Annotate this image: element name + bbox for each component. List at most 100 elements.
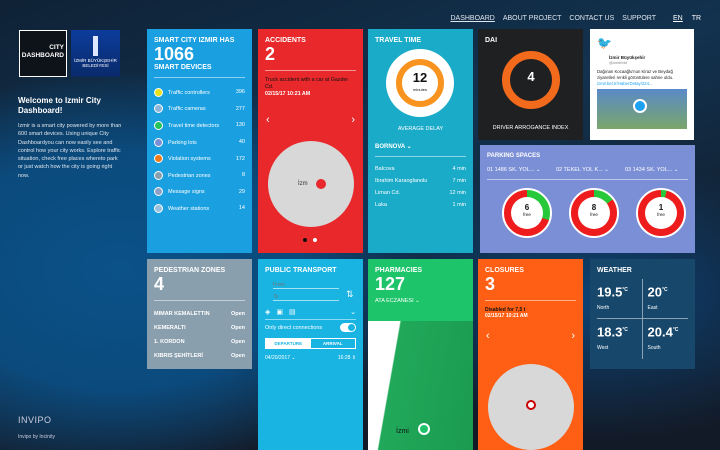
welcome-section: Welcome to Izmir City Dashboard! Izmir i… [18,96,123,180]
from-input[interactable] [273,282,339,289]
device-value: 396 [235,89,245,96]
device-row[interactable]: Violation systems 172 [154,150,245,167]
card-title: CLOSURES [485,267,524,274]
zone-status: Open [230,353,245,359]
card-subtitle: SMART DEVICES [154,64,212,71]
card-title: DAI [485,37,498,44]
swap-icon[interactable]: ⇅ [346,289,354,299]
departure-tab[interactable]: DEPARTURE [266,339,311,348]
tweet-account[interactable]: İzmir Büyükşehir [609,55,646,60]
divider [265,319,356,320]
play-icon[interactable] [633,99,647,113]
device-row[interactable]: Weather stations 14 [154,200,245,217]
device-row[interactable]: Message signs 29 [154,184,245,201]
temperature: 20.4 [647,324,673,340]
prev-arrow-icon[interactable]: ‹ [486,330,490,342]
route-time: 7 min [452,178,466,184]
page-dot[interactable] [313,238,317,242]
date-select[interactable]: 04/20/2017 ⌄ [265,355,296,361]
invipo-credit: Invipo by Incinity [18,434,55,440]
travel-row: Balcova 4 min [375,163,466,175]
tweet-handle[interactable]: @izmirbld [609,60,627,65]
device-row[interactable]: Pedestrian zones 8 [154,167,245,184]
tram-icon[interactable]: ◈ [265,309,271,316]
pharmacy-count: 127 [375,274,406,294]
page-dot-active[interactable] [303,238,307,242]
travel-time-card: TRAVEL TIME 12 minutes AVERAGE DELAY BOR… [368,29,473,253]
nav-dashboard[interactable]: DASHBOARD [450,15,495,22]
tweet-link[interactable]: izmir.bel.tr/HaberDetay/224... [597,81,653,86]
accident-map[interactable]: İzm [268,141,354,227]
pharmacy-marker-icon[interactable] [418,423,430,435]
route-label: Balcova [375,166,395,172]
zone-row[interactable]: KEMERALTI Open [154,321,245,335]
delay-unit: minutes [412,87,427,92]
city-dashboard-logo[interactable]: CITY DASHBOARD [19,30,67,77]
train-icon[interactable]: ▤ [289,309,296,316]
direct-toggle[interactable] [340,323,356,332]
device-row[interactable]: Traffic cameras 277 [154,101,245,118]
temp-unit: °C [661,287,668,293]
zone-row[interactable]: 1. KORDON Open [154,335,245,349]
pharmacies-card: PHARMACIES 127 ATA ECZANESI ⌄ İzmi [368,259,473,450]
lang-en[interactable]: EN [673,15,683,22]
lang-tr[interactable]: TR [691,15,702,22]
nav-contact[interactable]: CONTACT US [569,15,615,22]
device-type-icon [154,87,163,97]
municipality-logo: İZMİR BÜYÜKŞEHİR BELEDİYESİ [71,30,120,77]
nav-support[interactable]: SUPPORT [622,15,656,22]
closure-map[interactable] [488,364,574,450]
next-arrow-icon[interactable]: › [571,330,575,342]
accident-text: Truck accident with a car at Gazder Cd. [265,77,349,90]
free-label: free [657,212,665,217]
zone-row[interactable]: KIBRIS ŞEHİTLERİ Open [154,349,245,363]
tweet-video[interactable] [597,89,687,129]
card-title: ACCIDENTS [265,37,306,44]
pharmacy-select[interactable]: ATA ECZANESI ⌄ [375,298,420,304]
card-title: TRAVEL TIME [375,37,422,44]
closures-card: CLOSURES 3 Disabled for 7,5 t 02/15/17 1… [478,259,583,450]
arrival-tab[interactable]: ARRIVAL [322,341,343,346]
parking-lot-select[interactable]: 02 TEKEL YOL K... ⌄ [556,167,609,173]
delay-caption: AVERAGE DELAY [397,126,444,132]
next-arrow-icon[interactable]: › [351,114,355,126]
bus-icon[interactable]: ▣ [276,309,284,316]
parking-lot-select[interactable]: 01 1486 SK. YOL... ⌄ [487,167,541,173]
time-select[interactable]: 16:28 ⇕ [337,355,356,361]
nav-about[interactable]: ABOUT PROJECT [502,15,562,22]
divider [485,300,576,301]
accident-count: 2 [265,44,276,64]
delay-value: 12 [412,70,428,85]
route-time: 4 min [452,166,466,172]
prev-arrow-icon[interactable]: ‹ [266,114,270,126]
welcome-title: Welcome to Izmir City Dashboard! [18,96,101,115]
device-value: 172 [235,155,245,162]
parking-card: PARKING SPACES 01 1486 SK. YOL... ⌄ 02 TE… [480,145,695,253]
divider [375,156,466,157]
device-row[interactable]: Traffic controllers 396 [154,84,245,101]
invipo-logo: INVIPO [18,415,52,425]
district-select[interactable]: BORNOVA ⌄ [375,144,412,150]
device-value: 29 [238,188,245,195]
weather-cell: 20.4°C South [643,319,689,359]
device-row[interactable]: Parking lots 40 [154,134,245,151]
accident-marker-icon[interactable] [316,179,326,189]
to-input[interactable] [273,294,339,301]
dai-gauge: 4 [502,51,560,109]
device-type-icon [154,104,163,114]
zone-name: KIBRIS ŞEHİTLERİ [154,353,203,359]
municipality-name: İZMİR BÜYÜKŞEHİR BELEDİYESİ [74,58,117,68]
accident-time: 02/15/17 10:21 AM [265,91,311,97]
device-row[interactable]: Travel time detectors 130 [154,117,245,134]
zone-row[interactable]: MIMAR KEMALETTIN Open [154,307,245,321]
weather-cell: 18.3°C West [597,319,643,359]
pharmacy-map[interactable]: İzmi [368,321,473,450]
zone-name: MIMAR KEMALETTIN [154,311,210,317]
accidents-card: ACCIDENTS 2 Truck accident with a car at… [258,29,363,253]
chevron-down-icon[interactable]: ⌄ [350,309,356,316]
parking-lot-select[interactable]: 03 1434 SK. YOL... ⌄ [625,167,679,173]
delay-gauge: 12 minutes [386,49,454,117]
device-label: Traffic controllers [168,89,210,96]
closure-marker-icon[interactable] [526,400,536,410]
divider [154,300,245,301]
